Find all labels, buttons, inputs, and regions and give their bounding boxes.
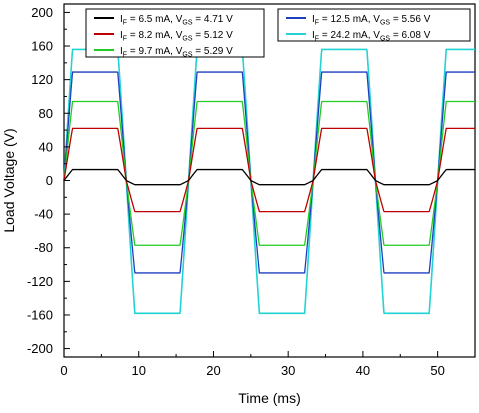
legend-label: IF = 9.7 mA, VGS = 5.29 V <box>120 46 233 59</box>
legend-label: IF = 12.5 mA, VGS = 5.56 V <box>312 14 431 27</box>
legend-label-part: I <box>312 30 315 41</box>
legend-frame <box>85 8 265 58</box>
y-tick-label: 80 <box>39 106 53 121</box>
legend-label-part: GS <box>182 36 192 43</box>
legend-label-part: = 5.29 V <box>193 46 234 57</box>
legend-label-part: F <box>315 36 319 43</box>
legend-label-part: I <box>312 14 315 25</box>
legend-label-part: GS <box>182 20 192 27</box>
legend-label-part: = 12.5 mA, V <box>319 14 380 25</box>
y-axis-label: Load Voltage (V) <box>1 128 17 232</box>
legend-label-part: = 8.2 mA, V <box>127 30 183 41</box>
legend-label: IF = 24.2 mA, VGS = 6.08 V <box>312 30 431 43</box>
legend-label-part: = 5.12 V <box>193 30 234 41</box>
x-tick-label: 50 <box>430 363 444 378</box>
x-axis-label: Time (ms) <box>238 390 300 406</box>
x-tick-label: 10 <box>131 363 145 378</box>
series-line <box>63 168 475 186</box>
legend-label-part: I <box>120 46 123 57</box>
y-tick-label: 120 <box>31 72 53 87</box>
y-tick-label: 200 <box>31 5 53 20</box>
y-tick-label: -120 <box>27 274 53 289</box>
legend-label-part: GS <box>182 52 192 59</box>
legend-label-part: = 6.5 mA, V <box>127 14 183 25</box>
y-tick-label: -200 <box>27 341 53 356</box>
axis-layer: 0 10 20 30 40 50 -200 -160 -120 -80 -40 0 40 80 120 160… <box>27 5 445 378</box>
y-tick-label: 40 <box>39 139 53 154</box>
legend-label-part: GS <box>380 20 390 27</box>
legend-frame <box>277 8 471 42</box>
legend-label-part: = 9.7 mA, V <box>127 46 183 57</box>
legend-label: IF = 6.5 mA, VGS = 4.71 V <box>120 14 233 27</box>
series-line <box>63 71 475 274</box>
y-tick-label: -160 <box>27 307 53 322</box>
legend-label-part: GS <box>380 36 390 43</box>
legend-label-part: = 5.56 V <box>390 14 431 25</box>
legend-box: IF = 6.5 mA, VGS = 4.71 VIF = 8.2 mA, VG… <box>85 8 265 59</box>
legend-label-part: = 4.71 V <box>193 14 234 25</box>
series-line <box>63 100 475 246</box>
series-line <box>63 127 475 213</box>
legend-label-part: F <box>123 20 127 27</box>
y-tick-label: 0 <box>46 173 53 188</box>
legend-label-part: I <box>120 30 123 41</box>
legend-label-part: = 6.08 V <box>390 30 431 41</box>
x-tick-label: 20 <box>206 363 220 378</box>
legend-label-part: F <box>123 36 127 43</box>
legend-label-part: = 24.2 mA, V <box>319 30 380 41</box>
x-tick-label: 0 <box>60 363 67 378</box>
y-tick-label: -80 <box>34 240 53 255</box>
legend-label: IF = 8.2 mA, VGS = 5.12 V <box>120 30 233 43</box>
legend-label-part: I <box>120 14 123 25</box>
legend-box: IF = 12.5 mA, VGS = 5.56 VIF = 24.2 mA, … <box>277 8 471 43</box>
series-line <box>63 48 475 315</box>
series-layer <box>63 48 475 315</box>
x-tick-label: 40 <box>356 363 370 378</box>
x-tick-label: 30 <box>281 363 295 378</box>
y-tick-label: -40 <box>34 207 53 222</box>
legend-label-part: F <box>123 52 127 59</box>
legend-label-part: F <box>315 20 319 27</box>
y-tick-label: 160 <box>31 39 53 54</box>
legend-layer: IF = 6.5 mA, VGS = 4.71 VIF = 8.2 mA, VG… <box>85 8 471 59</box>
